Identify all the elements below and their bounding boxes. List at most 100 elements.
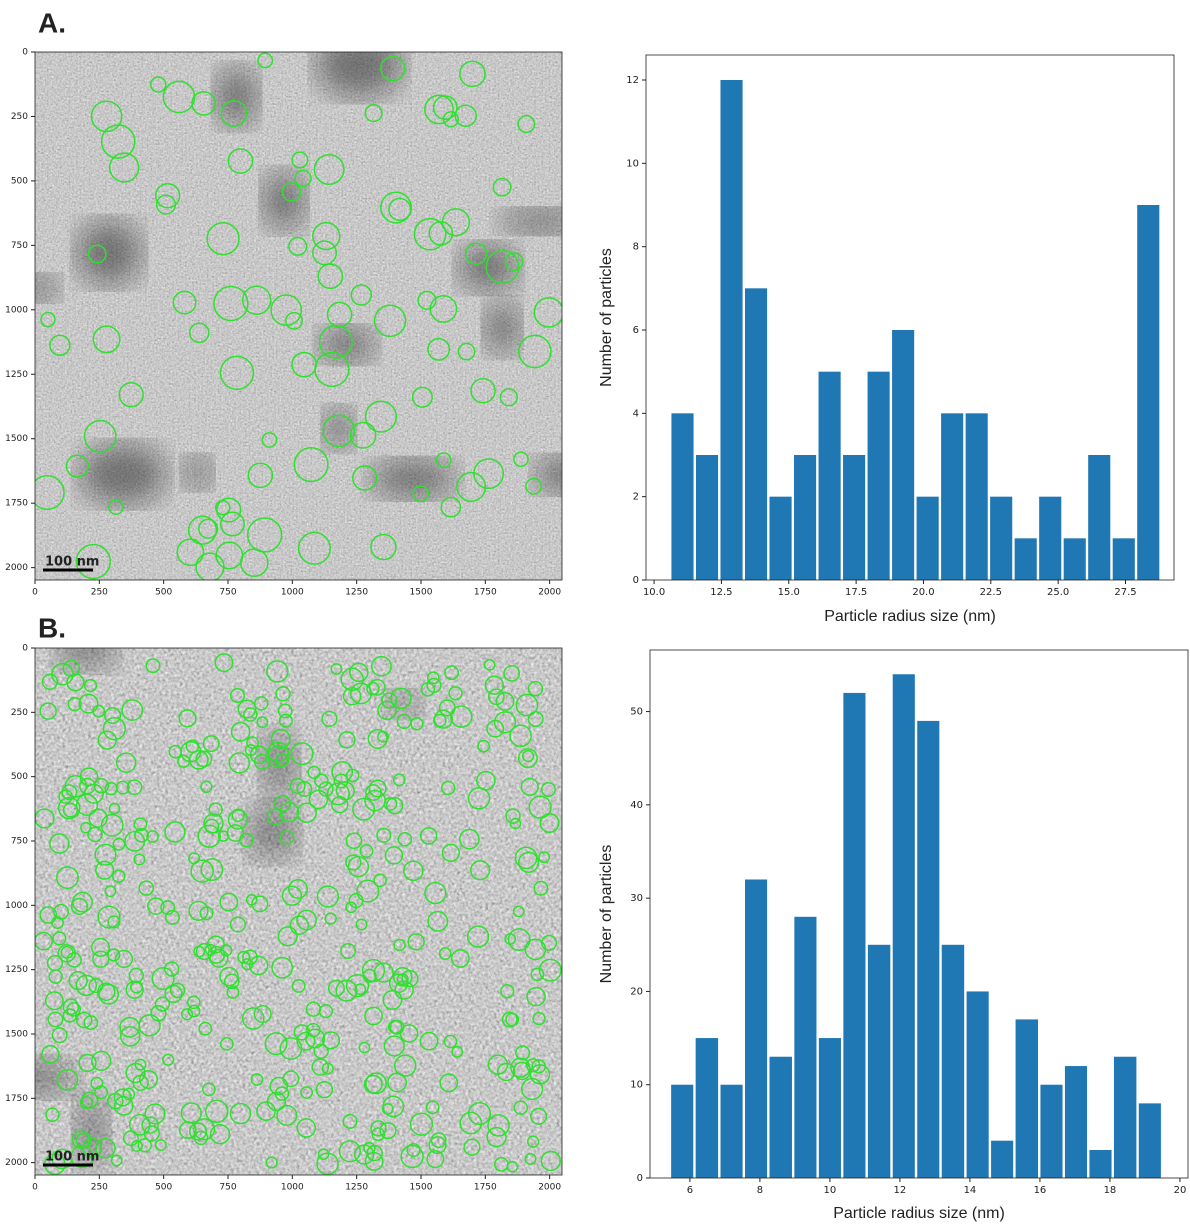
scale-bar-label: 100 nm bbox=[45, 555, 99, 570]
bar bbox=[941, 413, 963, 580]
y-tick-label: 0 bbox=[637, 1173, 643, 1184]
y-tick-label: 1250 bbox=[5, 370, 28, 380]
micrograph-content: 100 nm bbox=[11, 32, 590, 581]
x-tick-label: 8 bbox=[757, 1185, 763, 1196]
y-tick-label: 1000 bbox=[5, 901, 28, 911]
y-tick-label: 4 bbox=[633, 408, 639, 419]
x-tick-label: 27.5 bbox=[1114, 587, 1136, 598]
micrograph-content: 100 nm bbox=[0, 628, 562, 1175]
x-tick-label: 1500 bbox=[410, 1183, 433, 1193]
y-tick-label: 1500 bbox=[5, 434, 28, 444]
stain bbox=[79, 444, 166, 505]
stain bbox=[385, 690, 422, 717]
x-tick-label: 20 bbox=[1174, 1185, 1187, 1196]
x-tick-label: 1000 bbox=[281, 588, 304, 598]
y-axis-label: Number of particles bbox=[598, 845, 615, 984]
bar bbox=[720, 80, 742, 580]
panel-label: B. bbox=[38, 612, 66, 643]
x-tick-label: 1750 bbox=[474, 1183, 497, 1193]
micrograph: 100 nm bbox=[11, 32, 590, 581]
x-tick-label: 12.5 bbox=[710, 587, 732, 598]
bar bbox=[843, 693, 865, 1178]
y-tick-label: 50 bbox=[630, 707, 643, 718]
bar bbox=[1064, 538, 1086, 580]
figure: A. B. 100 nm0250500750100012501500175020… bbox=[0, 0, 1190, 1227]
bar bbox=[819, 372, 841, 580]
x-tick-label: 25.0 bbox=[1047, 587, 1069, 598]
y-tick-label: 500 bbox=[11, 772, 28, 782]
y-tick-label: 1250 bbox=[5, 965, 28, 975]
bar bbox=[1114, 1057, 1136, 1178]
x-tick-label: 12 bbox=[894, 1185, 907, 1196]
x-tick-label: 15.0 bbox=[778, 587, 800, 598]
bar bbox=[696, 1038, 718, 1178]
x-tick-label: 250 bbox=[91, 588, 108, 598]
x-tick-label: 1000 bbox=[281, 1183, 304, 1193]
bar bbox=[794, 455, 816, 580]
stain bbox=[323, 407, 354, 450]
x-axis-label: Particle radius size (nm) bbox=[833, 1205, 1005, 1222]
x-tick-label: 18 bbox=[1104, 1185, 1117, 1196]
x-tick-label: 20.0 bbox=[912, 587, 934, 598]
bar bbox=[671, 413, 693, 580]
y-tick-label: 6 bbox=[633, 325, 639, 336]
bar bbox=[770, 497, 792, 580]
x-tick-label: 1250 bbox=[345, 588, 368, 598]
x-tick-label: 2000 bbox=[538, 588, 561, 598]
stain bbox=[262, 171, 305, 231]
bar bbox=[991, 1141, 1013, 1178]
x-tick-label: 1250 bbox=[345, 1183, 368, 1193]
y-tick-label: 250 bbox=[11, 708, 28, 718]
x-tick-label: 750 bbox=[219, 588, 236, 598]
stain bbox=[498, 209, 582, 234]
bar bbox=[1039, 497, 1061, 580]
x-tick-label: 1750 bbox=[474, 588, 497, 598]
x-tick-label: 250 bbox=[91, 1183, 108, 1193]
stain bbox=[182, 456, 213, 490]
bar bbox=[1065, 1066, 1087, 1178]
x-tick-label: 10.0 bbox=[643, 587, 665, 598]
x-tick-label: 0 bbox=[32, 1183, 38, 1193]
x-tick-label: 750 bbox=[219, 1183, 236, 1193]
y-tick-label: 30 bbox=[630, 893, 643, 904]
x-tick-label: 16 bbox=[1034, 1185, 1047, 1196]
bar bbox=[721, 1085, 743, 1178]
x-tick-label: 17.5 bbox=[845, 587, 867, 598]
y-tick-label: 0 bbox=[22, 644, 28, 654]
y-tick-label: 1750 bbox=[5, 499, 28, 509]
bar bbox=[893, 674, 915, 1178]
y-tick-label: 0 bbox=[633, 575, 639, 586]
y-tick-label: 40 bbox=[630, 800, 643, 811]
y-tick-label: 1500 bbox=[5, 1029, 28, 1039]
y-tick-label: 1000 bbox=[5, 305, 28, 315]
bar bbox=[745, 288, 767, 580]
y-tick-label: 2000 bbox=[5, 1158, 28, 1168]
y-tick-label: 500 bbox=[11, 176, 28, 186]
y-tick-label: 1750 bbox=[5, 1094, 28, 1104]
bar bbox=[1137, 205, 1159, 580]
bar bbox=[1089, 1150, 1111, 1178]
stain bbox=[458, 244, 519, 291]
bar bbox=[990, 497, 1012, 580]
bar bbox=[1113, 538, 1135, 580]
x-axis-label: Particle radius size (nm) bbox=[824, 608, 996, 625]
stain bbox=[316, 32, 403, 98]
bar bbox=[794, 917, 816, 1178]
bar bbox=[868, 372, 890, 580]
x-tick-label: 10 bbox=[824, 1185, 837, 1196]
bar bbox=[745, 879, 767, 1178]
bar bbox=[1088, 455, 1110, 580]
bar bbox=[917, 721, 939, 1178]
x-tick-label: 0 bbox=[32, 588, 38, 598]
stain bbox=[485, 300, 521, 355]
y-tick-label: 10 bbox=[630, 1080, 643, 1091]
micrograph: 100 nm bbox=[0, 628, 562, 1175]
stain bbox=[76, 220, 141, 285]
x-tick-label: 22.5 bbox=[980, 587, 1002, 598]
x-tick-label: 2000 bbox=[538, 1183, 561, 1193]
bar bbox=[942, 945, 964, 1178]
bar bbox=[843, 455, 865, 580]
bar bbox=[696, 455, 718, 580]
x-tick-label: 500 bbox=[155, 1183, 172, 1193]
bar bbox=[1040, 1085, 1062, 1178]
